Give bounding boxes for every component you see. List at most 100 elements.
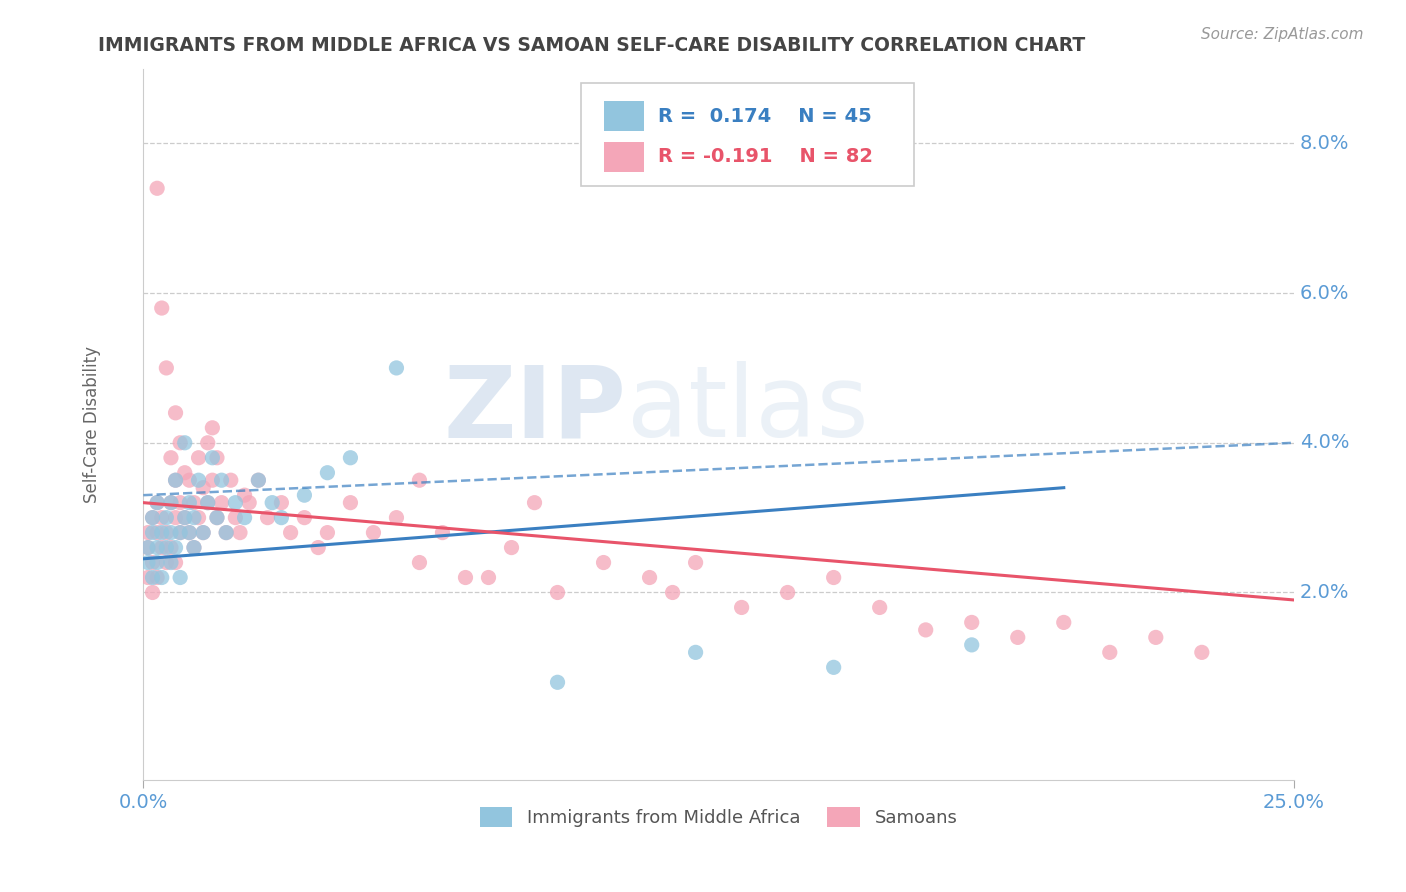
Point [179, 496, 201, 510]
Point [136, 570, 159, 584]
Point [547, 675, 569, 690]
Bar [603, 101, 644, 131]
Point [141, 510, 163, 524]
Text: R =  0.174    N = 45: R = 0.174 N = 45 [658, 107, 872, 126]
Point [339, 496, 361, 510]
Point [165, 541, 187, 555]
Point [146, 525, 169, 540]
Point [256, 510, 278, 524]
Point [247, 473, 270, 487]
Point [187, 510, 209, 524]
Point [173, 510, 195, 524]
Point [169, 435, 191, 450]
Point [1144, 631, 1167, 645]
Point [730, 600, 752, 615]
Point [501, 541, 523, 555]
Point [247, 473, 270, 487]
Point [160, 556, 183, 570]
Point [201, 450, 224, 465]
Point [146, 181, 169, 195]
Point [661, 585, 683, 599]
Point [160, 450, 183, 465]
Point [270, 510, 292, 524]
Text: 6.0%: 6.0% [1299, 284, 1350, 302]
Point [165, 556, 187, 570]
Point [173, 435, 195, 450]
Point [385, 360, 408, 375]
Point [155, 360, 177, 375]
Point [316, 466, 339, 480]
Point [205, 510, 228, 524]
Point [685, 645, 707, 659]
Point [215, 525, 238, 540]
Point [211, 473, 233, 487]
Text: R = -0.191    N = 82: R = -0.191 N = 82 [658, 147, 873, 166]
Point [169, 525, 191, 540]
Point [960, 638, 983, 652]
Point [1191, 645, 1213, 659]
Point [146, 496, 169, 510]
Point [523, 496, 546, 510]
Point [294, 510, 316, 524]
Point [262, 496, 284, 510]
Point [191, 481, 214, 495]
Point [197, 435, 219, 450]
Legend: Immigrants from Middle Africa, Samoans: Immigrants from Middle Africa, Samoans [472, 799, 965, 835]
Point [146, 556, 169, 570]
Point [960, 615, 983, 630]
Point [592, 556, 614, 570]
Point [211, 496, 233, 510]
Point [160, 525, 183, 540]
Point [224, 510, 246, 524]
Point [169, 570, 191, 584]
Point [155, 541, 177, 555]
Text: Self-Care Disability: Self-Care Disability [83, 345, 101, 502]
Point [165, 473, 187, 487]
Point [136, 541, 159, 555]
Point [280, 525, 302, 540]
Point [160, 496, 183, 510]
Point [229, 525, 252, 540]
Point [233, 488, 256, 502]
Point [219, 473, 242, 487]
Point [1098, 645, 1121, 659]
Point [197, 496, 219, 510]
Point [477, 570, 499, 584]
Point [869, 600, 891, 615]
Text: 2.0%: 2.0% [1299, 583, 1350, 602]
Point [201, 473, 224, 487]
Point [215, 525, 238, 540]
Point [173, 510, 195, 524]
Point [776, 585, 799, 599]
Point [547, 585, 569, 599]
Point [685, 556, 707, 570]
Text: 4.0%: 4.0% [1299, 434, 1350, 452]
Point [294, 488, 316, 502]
Point [914, 623, 936, 637]
Point [169, 496, 191, 510]
Point [183, 496, 205, 510]
Point [233, 510, 256, 524]
Point [150, 541, 173, 555]
Point [823, 660, 845, 674]
Point [155, 510, 177, 524]
Text: IMMIGRANTS FROM MIDDLE AFRICA VS SAMOAN SELF-CARE DISABILITY CORRELATION CHART: IMMIGRANTS FROM MIDDLE AFRICA VS SAMOAN … [98, 36, 1085, 54]
FancyBboxPatch shape [581, 83, 914, 186]
Point [823, 570, 845, 584]
Point [173, 466, 195, 480]
Point [160, 496, 183, 510]
Point [169, 525, 191, 540]
Point [165, 510, 187, 524]
Point [136, 556, 159, 570]
Point [638, 570, 661, 584]
Point [191, 525, 214, 540]
Point [136, 525, 159, 540]
Text: atlas: atlas [627, 361, 868, 458]
Point [197, 496, 219, 510]
Point [179, 525, 201, 540]
Point [183, 541, 205, 555]
Point [136, 541, 159, 555]
Point [205, 510, 228, 524]
Point [146, 496, 169, 510]
Point [187, 450, 209, 465]
